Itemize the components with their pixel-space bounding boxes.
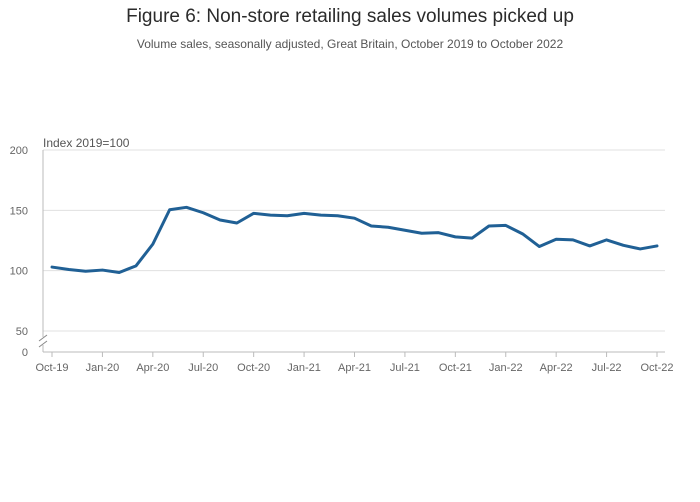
x-tick-label: Jul-22 [592, 362, 622, 374]
y-unit-label: Index 2019=100 [43, 136, 130, 150]
y-tick-labels: 0 50 100 150 200 [10, 145, 28, 359]
gridlines [43, 149, 665, 332]
y-axis [38, 150, 48, 352]
x-tick-label: Oct-22 [640, 362, 673, 374]
x-tick-label: Apr-21 [338, 362, 371, 374]
x-tick-label: Apr-20 [136, 362, 169, 374]
x-tick-label: Oct-20 [237, 362, 270, 374]
y-tick-label: 50 [16, 326, 28, 338]
x-axis [43, 351, 665, 357]
x-tick-label: Oct-19 [35, 362, 68, 374]
y-tick-label: 200 [10, 145, 28, 157]
x-tick-label: Apr-22 [540, 362, 573, 374]
y-tick-label: 100 [10, 266, 28, 278]
x-tick-label: Jul-21 [390, 362, 420, 374]
series [50, 205, 659, 274]
axis-break-mark [38, 334, 48, 342]
axis-break-mark [38, 340, 48, 348]
x-tick-labels: Oct-19 Jan-20 Apr-20 Jul-20 Oct-20 Jan-21 Apr-… [35, 362, 673, 374]
y-tick-label: 150 [10, 205, 28, 217]
x-tick-label: Oct-21 [439, 362, 472, 374]
x-tick-label: Jul-20 [188, 362, 218, 374]
series-line [50, 205, 659, 274]
x-tick-label: Jan-21 [287, 362, 321, 374]
x-tick-label: Jan-22 [489, 362, 523, 374]
chart-subtitle: Volume sales, seasonally adjusted, Great… [136, 37, 564, 51]
y-tick-label: 0 [22, 347, 28, 359]
chart-title: Figure 6: Non-store retailing sales volu… [126, 6, 574, 27]
x-tick-label: Jan-20 [86, 362, 120, 374]
